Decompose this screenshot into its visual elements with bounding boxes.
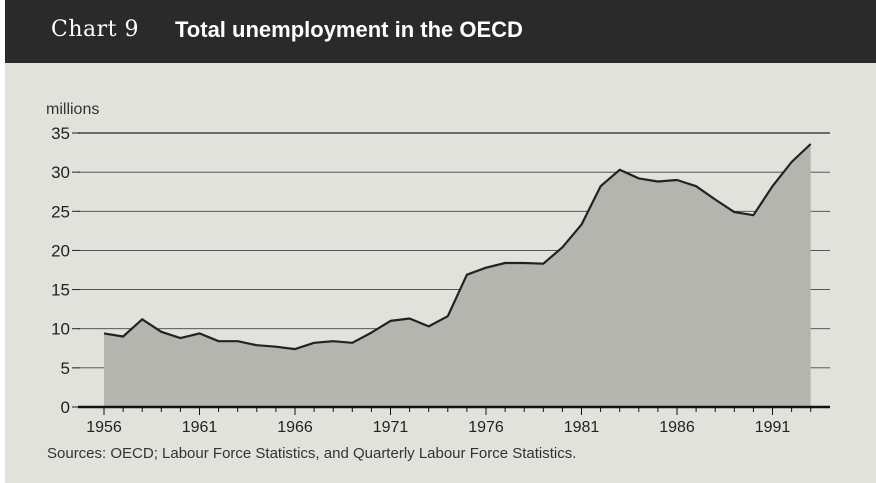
x-tick-label: 1981 [564, 419, 600, 436]
y-tick-label: 15 [51, 281, 70, 300]
y-tick-label: 25 [51, 202, 70, 221]
x-tick-label: 1956 [86, 419, 122, 436]
x-tick-label: 1966 [277, 419, 313, 436]
y-axis-unit-label: millions [46, 101, 100, 118]
chart-header: Chart 9 Total unemployment in the OECD [5, 0, 876, 63]
source-note: Sources: OECD; Labour Force Statistics, … [47, 445, 577, 462]
y-tick-label: 0 [61, 398, 70, 417]
x-tick-label: 1961 [182, 419, 218, 436]
x-tick-label: 1976 [468, 419, 504, 436]
y-tick-label: 30 [51, 163, 70, 182]
unemployment-line [103, 143, 812, 351]
x-tick-label: 1986 [659, 419, 695, 436]
chart-number: Chart 9 [51, 17, 139, 42]
y-tick-label: 20 [51, 241, 70, 260]
unemployment-area [104, 144, 811, 407]
y-tick-label: 35 [51, 124, 70, 143]
y-tick-label: 5 [61, 359, 70, 378]
x-tick-label: 1971 [373, 419, 409, 436]
y-tick-label: 10 [51, 320, 70, 339]
chart-title: Total unemployment in the OECD [175, 17, 523, 42]
x-tick-label: 1991 [755, 419, 791, 436]
axes: 0 5 10 15 20 25 30 35 1956 1961 1966 1971 1976 1981 19… [51, 124, 830, 436]
